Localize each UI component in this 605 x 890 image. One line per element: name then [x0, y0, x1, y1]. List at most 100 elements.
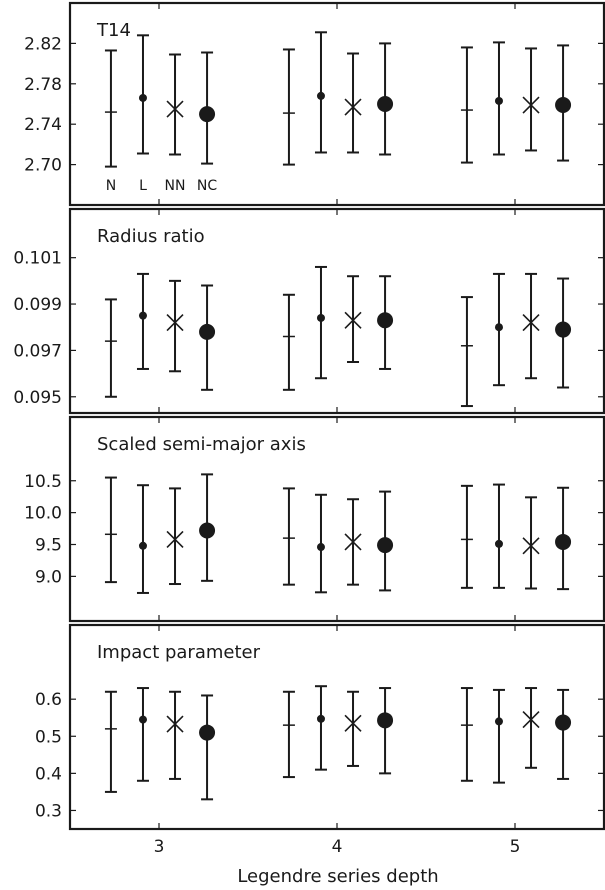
- errorbar: [460, 484, 473, 589]
- marker-large-dot: [555, 97, 572, 114]
- errorbar: [104, 49, 117, 168]
- errorbar: [166, 487, 184, 586]
- errorbar: [522, 272, 540, 380]
- method-label: L: [139, 178, 147, 194]
- y-tick-label: 0.5: [35, 727, 62, 747]
- errorbar: [460, 46, 473, 164]
- errorbar: [136, 34, 149, 155]
- errorbar: [104, 476, 117, 584]
- x-tick-label: 3: [154, 837, 165, 857]
- errorbar: [377, 275, 394, 370]
- method-label: NN: [165, 178, 186, 194]
- y-tick-label: 2.70: [24, 156, 62, 176]
- errorbar: [492, 688, 505, 784]
- marker-large-dot: [555, 714, 572, 731]
- errorbar: [555, 277, 572, 389]
- marker-large-dot: [377, 537, 394, 554]
- errorbar: [344, 275, 362, 363]
- errorbar: [460, 296, 473, 408]
- errorbar: [492, 272, 505, 387]
- marker-small-dot: [494, 323, 503, 332]
- errorbar: [166, 53, 184, 156]
- marker-small-dot: [138, 93, 147, 102]
- y-tick-label: 0.097: [13, 341, 62, 361]
- errorbar: [199, 284, 216, 391]
- marker-x: [344, 98, 362, 116]
- errorbar: [104, 298, 117, 398]
- x-tick-label: 5: [510, 837, 521, 857]
- panel-title: Radius ratio: [97, 226, 205, 247]
- marker-large-dot: [377, 312, 394, 329]
- marker-large-dot: [377, 96, 394, 112]
- panel-title: T14: [96, 20, 131, 41]
- y-tick-label: 10.5: [24, 472, 62, 492]
- errorbar: [104, 690, 117, 793]
- x-axis-label: Legendre series depth: [237, 866, 438, 887]
- marker-x: [522, 314, 540, 332]
- errorbar: [282, 293, 295, 391]
- marker-x: [166, 530, 184, 548]
- panel-3: 9.0 9.5 10.0 10.5 Scaled semi-major axis: [24, 415, 605, 623]
- errorbar: [136, 272, 149, 370]
- errorbar: [344, 52, 362, 154]
- marker-small-dot: [138, 541, 147, 550]
- errorbar: [282, 48, 295, 166]
- errorbar: [492, 483, 505, 589]
- marker-x: [344, 714, 362, 732]
- method-label: NC: [197, 178, 217, 194]
- marker-small-dot: [494, 717, 503, 726]
- y-tick-label: 2.82: [24, 34, 62, 54]
- marker-small-dot: [138, 311, 147, 320]
- errorbar: [555, 44, 572, 162]
- errorbar: [166, 690, 184, 780]
- errorbar: [555, 486, 572, 591]
- marker-small-dot: [494, 96, 503, 105]
- errorbar: [199, 51, 216, 165]
- marker-large-dot: [199, 724, 216, 741]
- panel-4: 0.3 0.4 0.5 0.6 Impact parameter: [35, 623, 605, 831]
- errorbar: [166, 279, 184, 373]
- errorbar: [377, 687, 394, 775]
- errorbar: [522, 47, 540, 152]
- y-tick-label: 2.74: [24, 115, 62, 135]
- y-tick-label: 0.099: [13, 295, 62, 315]
- errorbar: [492, 41, 505, 156]
- x-tick-label: 4: [332, 837, 343, 857]
- x-axis: 3 4 5: [154, 837, 521, 857]
- errorbar: [377, 490, 394, 592]
- marker-small-dot: [494, 539, 503, 548]
- marker-large-dot: [555, 533, 572, 550]
- marker-large-dot: [377, 712, 394, 729]
- errorbar: [555, 688, 572, 780]
- marker-x: [522, 711, 540, 729]
- marker-x: [166, 715, 184, 733]
- marker-x: [166, 100, 184, 118]
- errorbar: [522, 496, 540, 590]
- errorbar: [282, 487, 295, 586]
- errorbar: [282, 690, 295, 779]
- errorbar: [199, 473, 216, 582]
- y-tick-label: 2.78: [24, 75, 62, 95]
- y-tick-label: 9.0: [35, 567, 62, 587]
- errorbar: [314, 493, 327, 594]
- marker-x: [522, 96, 540, 114]
- marker-small-dot: [138, 715, 147, 724]
- errorbar: [136, 687, 149, 782]
- errorbar: [314, 265, 327, 380]
- errorbar: [522, 687, 540, 769]
- panel-frame: [68, 1, 605, 207]
- errorbar: [136, 484, 149, 594]
- marker-x: [344, 533, 362, 551]
- marker-small-dot: [316, 543, 325, 552]
- marker-large-dot: [199, 106, 216, 123]
- y-tick-label: 0.6: [35, 690, 62, 710]
- errorbar: [377, 42, 394, 156]
- marker-large-dot: [555, 321, 572, 338]
- method-label: N: [106, 178, 116, 194]
- marker-large-dot: [199, 522, 216, 539]
- marker-x: [522, 537, 540, 555]
- y-tick-label: 0.3: [35, 801, 62, 821]
- errorbar: [314, 31, 327, 154]
- panels: 2.70 2.74 2.78 2.82 T14 N L NN NC 0.095 0.097 0.099…: [13, 1, 605, 831]
